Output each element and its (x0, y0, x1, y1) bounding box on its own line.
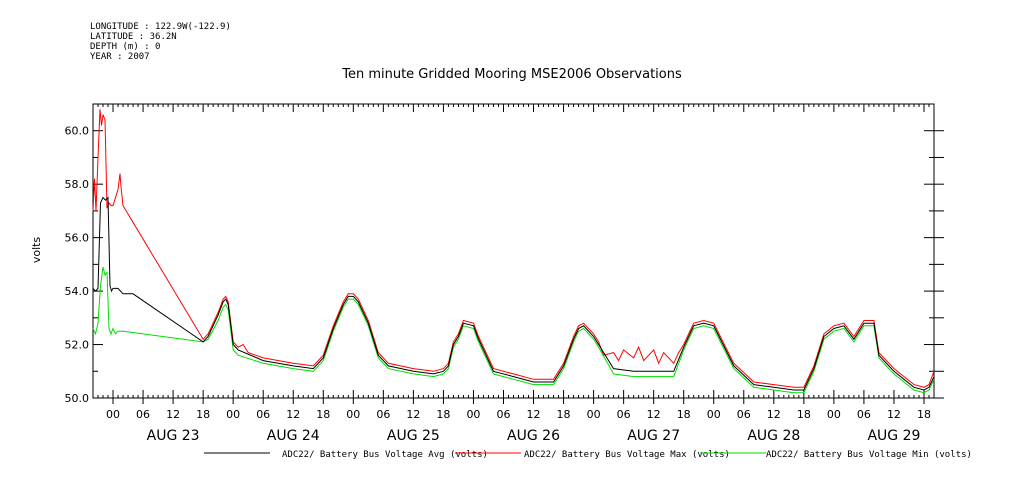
y-tick-label: 52.0 (65, 339, 90, 352)
y-tick-label: 54.0 (65, 285, 90, 298)
x-tick-label: 18 (316, 408, 330, 421)
series-line-avg (92, 196, 935, 391)
legend-label-min: ADC22/ Battery Bus Voltage Min (volts) (766, 450, 972, 460)
day-label: AUG 24 (267, 428, 320, 444)
x-tick-label: 00 (827, 408, 841, 421)
x-tick-label: 00 (466, 408, 480, 421)
x-tick-label: 18 (196, 408, 210, 421)
mooring-metadata: LONGITUDE : 122.9W(-122.9) LATITUDE : 36… (90, 22, 231, 62)
y-tick-label: 58.0 (65, 178, 90, 191)
x-tick-label: 12 (166, 408, 180, 421)
day-label: AUG 25 (387, 428, 440, 444)
day-label: AUG 23 (147, 428, 200, 444)
x-tick-label: 06 (136, 408, 150, 421)
chart-legend: ADC22/ Battery Bus Voltage Avg (volts) AD… (204, 450, 972, 460)
x-tick-label: 06 (617, 408, 631, 421)
x-tick-label: 12 (647, 408, 661, 421)
series-line-min (92, 266, 935, 394)
x-tick-label: 06 (256, 408, 270, 421)
day-label: AUG 27 (627, 428, 680, 444)
depth-text: DEPTH (m) : 0 (90, 42, 161, 52)
day-label: AUG 28 (747, 428, 800, 444)
x-tick-label: 18 (557, 408, 571, 421)
chart-axes: 50.0 52.0 54.0 56.0 58.0 60.0 00 06 12 18 00 06 12 18… (65, 103, 944, 444)
chart-title: Ten minute Gridded Mooring MSE2006 Obser… (342, 67, 682, 82)
x-tick-label: 12 (767, 408, 781, 421)
x-tick-label: 06 (376, 408, 390, 421)
x-tick-label: 18 (436, 408, 450, 421)
legend-label-avg: ADC22/ Battery Bus Voltage Avg (volts) (282, 450, 488, 460)
x-tick-label: 06 (737, 408, 751, 421)
legend-label-max: ADC22/ Battery Bus Voltage Max (volts) (524, 450, 730, 460)
x-tick-label: 00 (587, 408, 601, 421)
x-tick-label: 00 (707, 408, 721, 421)
day-label: AUG 29 (867, 428, 920, 444)
x-tick-label: 12 (286, 408, 300, 421)
longitude-text: LONGITUDE : 122.9W(-122.9) (90, 22, 231, 32)
x-tick-label: 12 (887, 408, 901, 421)
y-tick-label: 60.0 (65, 125, 90, 138)
series-line-max (92, 109, 935, 388)
year-text: YEAR : 2007 (90, 52, 150, 62)
latitude-text: LATITUDE : 36.2N (90, 32, 177, 42)
x-tick-label: 18 (797, 408, 811, 421)
x-tick-label: 12 (527, 408, 541, 421)
plot-frame (92, 103, 935, 399)
y-tick-label: 50.0 (65, 392, 90, 405)
x-tick-label: 12 (406, 408, 420, 421)
x-tick-label: 00 (226, 408, 240, 421)
x-tick-label: 18 (677, 408, 691, 421)
x-tick-label: 18 (917, 408, 931, 421)
x-tick-label: 06 (496, 408, 510, 421)
x-tick-label: 00 (346, 408, 360, 421)
day-label: AUG 26 (507, 428, 560, 444)
x-tick-label: 06 (857, 408, 871, 421)
plot-series (92, 109, 935, 394)
x-tick-label: 00 (106, 408, 120, 421)
y-axis-label: volts (30, 237, 43, 264)
y-tick-label: 56.0 (65, 232, 90, 245)
